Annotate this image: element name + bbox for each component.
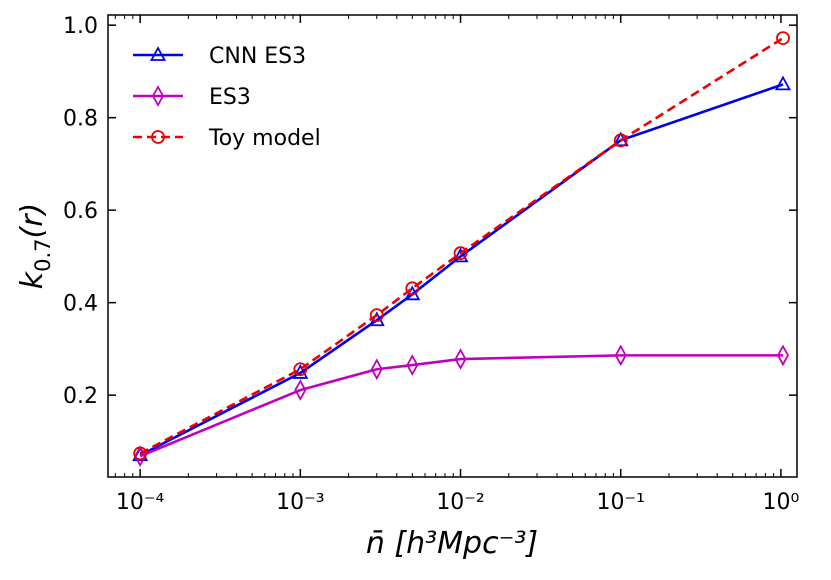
y-tick-label: 0.6 (63, 199, 98, 224)
point (294, 379, 307, 401)
point (406, 354, 419, 376)
point (776, 31, 790, 46)
point (133, 446, 148, 461)
point (613, 133, 628, 148)
y-tick-label: 0.2 (63, 384, 98, 409)
legend-label: CNN ES3 (209, 44, 306, 69)
plot-frame (107, 14, 798, 478)
point (405, 281, 420, 296)
point (776, 344, 790, 367)
point (774, 75, 791, 91)
y-axis-label: k0.7(r) (15, 203, 55, 290)
point (370, 358, 383, 381)
legend-marker (151, 130, 165, 144)
x-tick-label: 10⁰ (763, 490, 800, 515)
y-tick-label: 0.8 (63, 107, 98, 132)
legend-marker (151, 85, 165, 107)
x-tick-label: 10⁻² (436, 490, 484, 515)
x-axis-label: n̄ [h³Mpc⁻³] (366, 526, 538, 561)
point (452, 247, 469, 263)
y-tick-label: 1.0 (63, 14, 98, 39)
series-line (139, 37, 784, 455)
x-tick-label: 10⁻⁴ (116, 490, 165, 515)
legend-label: Toy model (208, 126, 321, 151)
point (134, 445, 147, 468)
x-tick-label: 10⁻³ (276, 490, 324, 515)
point (453, 246, 468, 261)
point (293, 362, 308, 377)
legend-label: ES3 (209, 85, 251, 110)
y-label-tail: (r) (15, 203, 50, 239)
y-label-sub: 0.7 (31, 238, 55, 271)
y-label-main: k (15, 270, 50, 289)
point (614, 344, 627, 367)
x-tick-label: 10⁻¹ (597, 490, 645, 515)
point (454, 348, 467, 370)
series-line (139, 354, 783, 458)
point (369, 308, 384, 323)
y-tick-label: 0.4 (63, 292, 98, 317)
legend-marker (149, 46, 167, 61)
